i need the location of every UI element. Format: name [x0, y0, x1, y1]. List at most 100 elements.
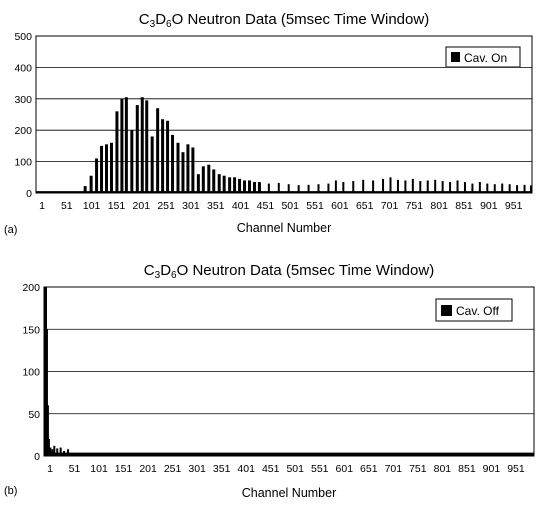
chart-b-title: C3D6O Neutron Data (5msec Time Window)	[144, 262, 434, 281]
bar	[140, 97, 144, 193]
x-tick-label: 901	[480, 200, 498, 212]
bar	[186, 144, 190, 193]
bar	[317, 184, 320, 193]
bar	[389, 177, 392, 193]
bar	[105, 144, 109, 193]
chart-a-plot-area	[36, 97, 533, 193]
bar	[156, 108, 160, 193]
x-tick-label: 551	[311, 463, 329, 475]
x-tick-label: 651	[356, 200, 374, 212]
bar	[247, 180, 251, 193]
x-tick-label: 251	[164, 463, 182, 475]
bar	[362, 179, 365, 193]
chart-b-y-tick-labels: 0 50 100 150 200	[22, 282, 40, 463]
bar	[233, 177, 237, 193]
x-tick-label: 851	[458, 463, 476, 475]
y-tick-label: 500	[14, 31, 32, 43]
bar	[115, 111, 119, 193]
x-tick-label: 601	[331, 200, 349, 212]
bar	[120, 98, 124, 193]
bar	[287, 184, 290, 193]
bar	[109, 142, 113, 193]
x-tick-label: 301	[182, 200, 200, 212]
chart-a-y-tick-labels: 0 100 200 300 400 500	[14, 31, 32, 200]
x-tick-label: 101	[90, 463, 108, 475]
bar	[382, 178, 385, 193]
bar	[161, 119, 165, 193]
x-tick-label: 1	[39, 200, 45, 212]
bar	[342, 182, 345, 193]
bar	[434, 179, 437, 193]
bar	[238, 178, 242, 193]
y-tick-label: 400	[14, 62, 32, 74]
chart-b-legend: Cav. Off	[435, 298, 513, 322]
x-tick-label: 401	[232, 200, 250, 212]
chart-a-legend-swatch	[451, 52, 460, 62]
bar	[411, 178, 414, 193]
bar	[53, 445, 56, 456]
y-tick-label: 50	[28, 409, 40, 421]
bar	[49, 447, 52, 456]
bar	[463, 182, 466, 193]
chart-a-title: C3D6O Neutron Data (5msec Time Window)	[139, 11, 429, 30]
bar	[252, 182, 256, 193]
bar	[456, 180, 459, 193]
x-tick-label: 451	[257, 200, 275, 212]
bar	[171, 134, 175, 193]
y-tick-label: 300	[14, 94, 32, 106]
x-tick-label: 151	[115, 463, 133, 475]
bar	[124, 97, 128, 193]
bar	[478, 182, 481, 193]
y-tick-label: 200	[22, 282, 40, 294]
bar	[196, 174, 200, 193]
x-tick-label: 451	[262, 463, 280, 475]
x-tick-label: 251	[157, 200, 175, 212]
chart-a-legend-label: Cav. On	[464, 51, 507, 65]
x-tick-label: 51	[61, 200, 73, 212]
y-tick-label: 100	[14, 157, 32, 169]
y-tick-label: 0	[26, 188, 32, 200]
bar	[130, 130, 134, 193]
bar	[419, 181, 422, 193]
chart-a-legend-box	[445, 46, 521, 68]
bar	[508, 184, 511, 193]
bar	[297, 185, 300, 193]
bar	[150, 136, 154, 193]
bar	[191, 147, 195, 193]
baseline-counts	[36, 191, 532, 193]
bar	[222, 175, 226, 193]
x-tick-label: 701	[385, 463, 403, 475]
chart-b-legend-label: Cav. Off	[456, 304, 500, 318]
bar	[166, 120, 170, 193]
chart-b-x-axis-label: Channel Number	[242, 486, 337, 500]
chart-a-x-tick-labels: 1 51 101 151 201 251 301 351 401 451 501 551 601 651 7…	[39, 200, 523, 212]
chart-b-plot-area	[43, 287, 534, 456]
x-tick-label: 301	[188, 463, 206, 475]
bar	[426, 180, 429, 193]
bar	[493, 184, 496, 193]
bar	[267, 183, 270, 193]
bar	[327, 183, 330, 193]
bar	[530, 185, 533, 193]
bar	[217, 174, 221, 193]
bar	[523, 184, 526, 193]
x-tick-label: 751	[409, 463, 427, 475]
chart-b-x-tick-labels: 1 51 101 151 201 251 301 351 401 451 501 551 601 651 7…	[47, 463, 525, 475]
bar	[145, 100, 149, 193]
x-tick-label: 201	[133, 200, 151, 212]
bar	[372, 180, 375, 193]
panel-a: C3D6O Neutron Data (5msec Time Window) 0…	[4, 11, 533, 236]
bar	[212, 169, 216, 193]
chart-a-legend: Cav. On	[445, 46, 521, 68]
x-tick-label: 601	[336, 463, 354, 475]
bar	[56, 448, 59, 456]
x-tick-label: 951	[505, 200, 523, 212]
bar	[277, 182, 280, 193]
chart-a-panel-label: (a)	[4, 224, 17, 236]
bar	[51, 449, 54, 456]
bar	[63, 450, 66, 456]
bar	[441, 181, 444, 193]
x-tick-label: 651	[360, 463, 378, 475]
chart-a-x-axis-label: Channel Number	[237, 221, 332, 235]
